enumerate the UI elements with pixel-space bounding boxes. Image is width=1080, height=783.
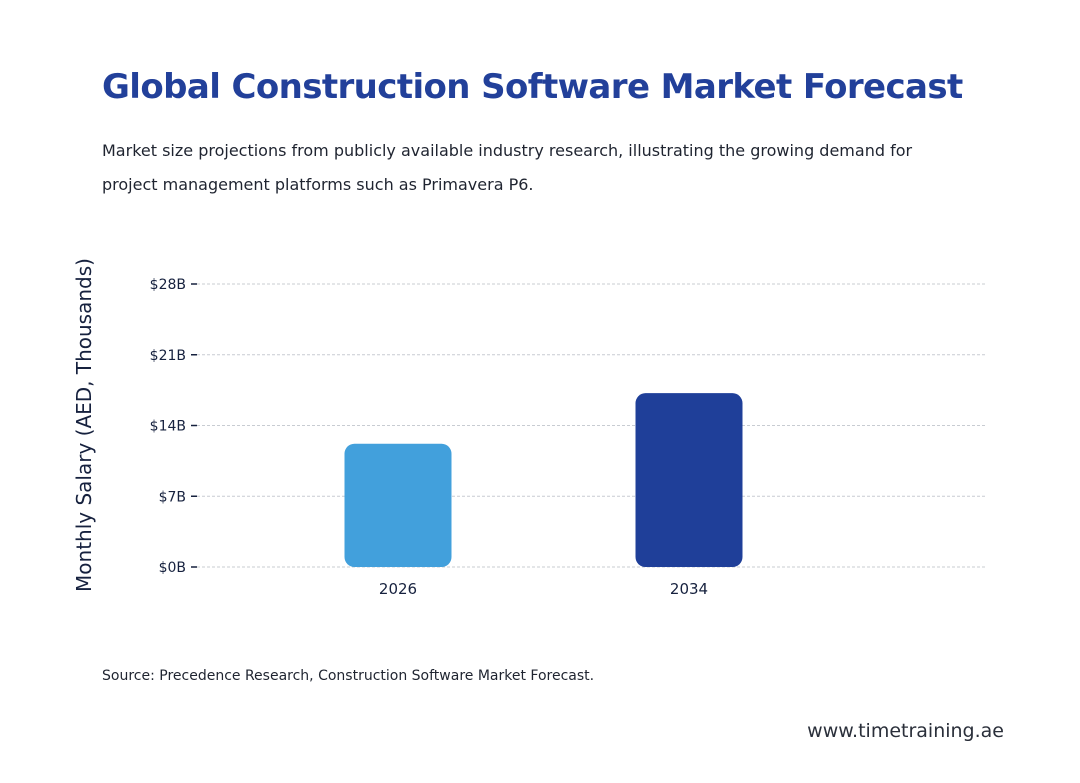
y-axis-ticks: $0B $7B $14B $21B $28B [150, 277, 197, 576]
gridlines [197, 283, 987, 568]
source-note: Source: Precedence Research, Constructio… [102, 668, 595, 684]
y-tick-label: $21B [150, 348, 186, 364]
bar-2026 [344, 443, 452, 567]
y-tick-label: $14B [150, 419, 186, 435]
y-tick-label: $0B [159, 560, 186, 576]
y-tick-label: $28B [150, 277, 186, 293]
y-tick-label: $7B [159, 489, 186, 505]
website-url: www.timetraining.ae [807, 720, 1004, 742]
x-tick-label: 2034 [670, 580, 708, 598]
x-tick-label: 2026 [379, 580, 417, 598]
bars [344, 393, 743, 567]
chart-subtitle: Market size projections from publicly av… [102, 141, 913, 194]
x-axis-ticks: 2026 2034 [379, 580, 708, 598]
chart-title: Global Construction Software Market Fore… [102, 67, 963, 107]
bar-2034 [635, 393, 743, 567]
